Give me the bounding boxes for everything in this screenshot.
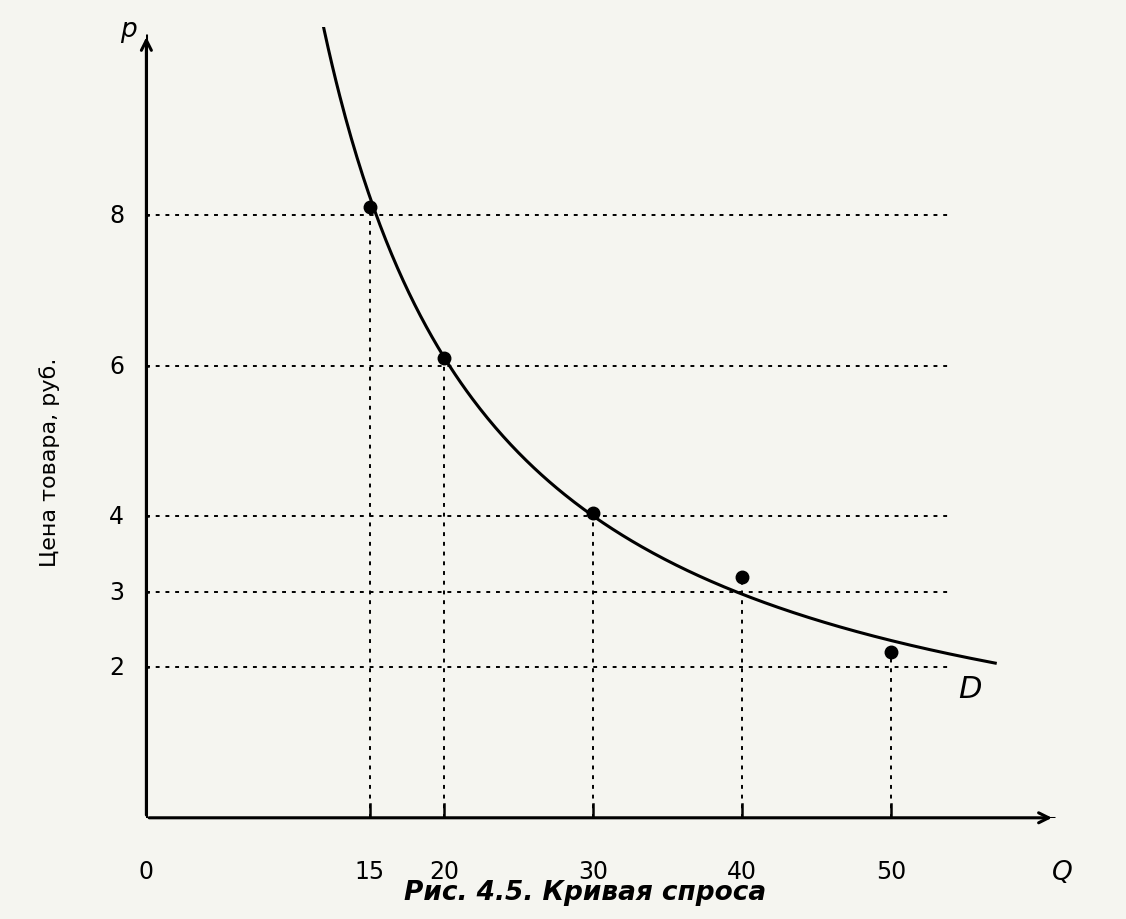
Text: 50: 50 <box>876 859 906 883</box>
Text: p: p <box>120 17 137 42</box>
Text: 0: 0 <box>138 859 154 883</box>
Text: Q: Q <box>1052 859 1073 885</box>
Text: Рис. 4.5. Кривая спроса: Рис. 4.5. Кривая спроса <box>404 879 767 905</box>
Text: 40: 40 <box>727 859 757 883</box>
Text: 30: 30 <box>578 859 608 883</box>
Text: D: D <box>958 674 982 703</box>
Text: 2: 2 <box>109 655 124 679</box>
Text: 8: 8 <box>109 204 124 228</box>
Text: 15: 15 <box>355 859 385 883</box>
Text: 6: 6 <box>109 355 124 379</box>
Text: 3: 3 <box>109 580 124 604</box>
Text: 4: 4 <box>109 505 124 528</box>
Text: 20: 20 <box>429 859 459 883</box>
Text: Цена товара, руб.: Цена товара, руб. <box>39 357 60 567</box>
